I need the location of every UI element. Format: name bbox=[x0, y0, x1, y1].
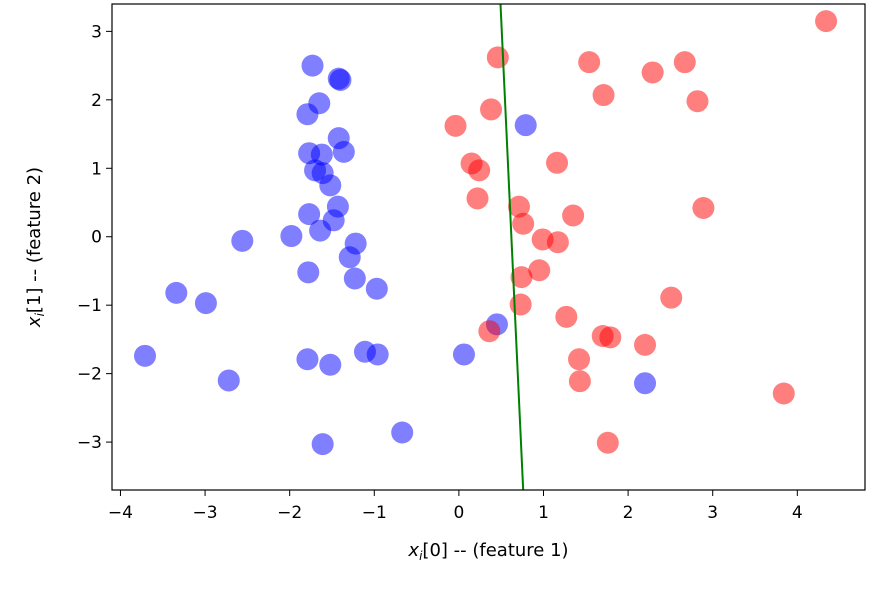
point-series0-4 bbox=[296, 103, 319, 126]
x-tick-label: −1 bbox=[362, 503, 387, 523]
plot-frame bbox=[111, 3, 866, 491]
point-series0-16 bbox=[231, 229, 254, 252]
y-tick-label: −1 bbox=[77, 296, 102, 316]
point-series1-11 bbox=[546, 151, 569, 174]
point-series0-31 bbox=[391, 421, 414, 444]
y-tick-label: 3 bbox=[91, 22, 102, 42]
x-axis-label: xi[0] -- (feature 1) bbox=[407, 540, 568, 563]
point-series1-29 bbox=[568, 370, 591, 393]
point-series1-15 bbox=[562, 204, 585, 227]
point-series1-6 bbox=[686, 90, 709, 113]
point-series1-14 bbox=[692, 196, 715, 219]
point-series0-13 bbox=[298, 203, 321, 226]
point-series0-27 bbox=[319, 353, 342, 376]
point-series1-18 bbox=[546, 231, 569, 254]
point-series0-6 bbox=[332, 140, 355, 163]
point-series1-3 bbox=[673, 51, 696, 74]
y-tick-label: 0 bbox=[91, 228, 102, 248]
point-series1-4 bbox=[641, 61, 664, 84]
point-series0-24 bbox=[194, 292, 217, 315]
point-series0-22 bbox=[365, 277, 388, 300]
point-series1-5 bbox=[592, 84, 615, 107]
point-series1-1 bbox=[486, 46, 509, 69]
point-series1-2 bbox=[578, 51, 601, 74]
point-series1-12 bbox=[466, 187, 489, 210]
x-tick-label: 2 bbox=[623, 503, 634, 523]
point-series1-30 bbox=[596, 431, 619, 454]
point-series1-20 bbox=[510, 266, 533, 289]
point-series1-13 bbox=[507, 195, 530, 218]
x-tick-label: 4 bbox=[792, 503, 803, 523]
point-series1-26 bbox=[599, 326, 622, 349]
points-layer bbox=[133, 10, 838, 456]
y-axis-ticks: −3 −2 −1 0 1 2 3 bbox=[77, 22, 112, 453]
decision-boundary-line bbox=[499, 4, 525, 490]
point-series0-17 bbox=[280, 225, 303, 248]
point-series0-15 bbox=[309, 219, 332, 242]
point-series1-16 bbox=[512, 212, 535, 235]
boundary-line-layer bbox=[499, 4, 525, 490]
point-series1-31 bbox=[772, 382, 795, 405]
y-tick-label: 1 bbox=[91, 159, 102, 179]
point-series1-0 bbox=[815, 10, 838, 33]
x-axis-ticks: −4 −3 −2 −1 0 1 2 3 4 bbox=[108, 490, 803, 523]
point-series1-28 bbox=[568, 348, 591, 371]
point-series1-10 bbox=[468, 159, 491, 182]
y-tick-label: −3 bbox=[77, 433, 102, 453]
x-tick-label: 0 bbox=[453, 503, 464, 523]
point-series0-35 bbox=[514, 114, 537, 137]
point-series1-7 bbox=[480, 98, 503, 121]
x-tick-label: 1 bbox=[538, 503, 549, 523]
point-series0-30 bbox=[217, 369, 240, 392]
point-series0-0 bbox=[301, 54, 324, 77]
x-tick-label: 3 bbox=[707, 503, 718, 523]
point-series1-22 bbox=[509, 293, 532, 316]
y-tick-label: 2 bbox=[91, 91, 102, 111]
y-axis-label: xi[1] -- (feature 2) bbox=[24, 167, 47, 328]
point-series0-34 bbox=[452, 343, 475, 366]
point-series0-19 bbox=[338, 246, 361, 269]
point-series1-24 bbox=[478, 320, 501, 343]
y-tick-label: −2 bbox=[77, 365, 102, 385]
x-tick-label: −3 bbox=[193, 503, 218, 523]
point-series0-23 bbox=[165, 281, 188, 304]
point-series1-19 bbox=[528, 259, 551, 282]
point-series0-2 bbox=[329, 68, 352, 91]
point-series1-8 bbox=[444, 114, 467, 137]
point-series0-32 bbox=[311, 433, 334, 456]
point-series0-26 bbox=[296, 348, 319, 371]
x-tick-label: −2 bbox=[277, 503, 302, 523]
point-series0-25 bbox=[133, 344, 156, 367]
point-series0-11 bbox=[319, 174, 342, 197]
point-series1-21 bbox=[660, 286, 683, 309]
point-series1-23 bbox=[555, 305, 578, 328]
x-tick-label: −4 bbox=[108, 503, 133, 523]
point-series0-21 bbox=[343, 267, 366, 290]
point-series1-27 bbox=[634, 333, 657, 356]
point-series0-36 bbox=[634, 372, 657, 395]
point-series0-20 bbox=[297, 261, 320, 284]
point-series0-29 bbox=[366, 343, 389, 366]
